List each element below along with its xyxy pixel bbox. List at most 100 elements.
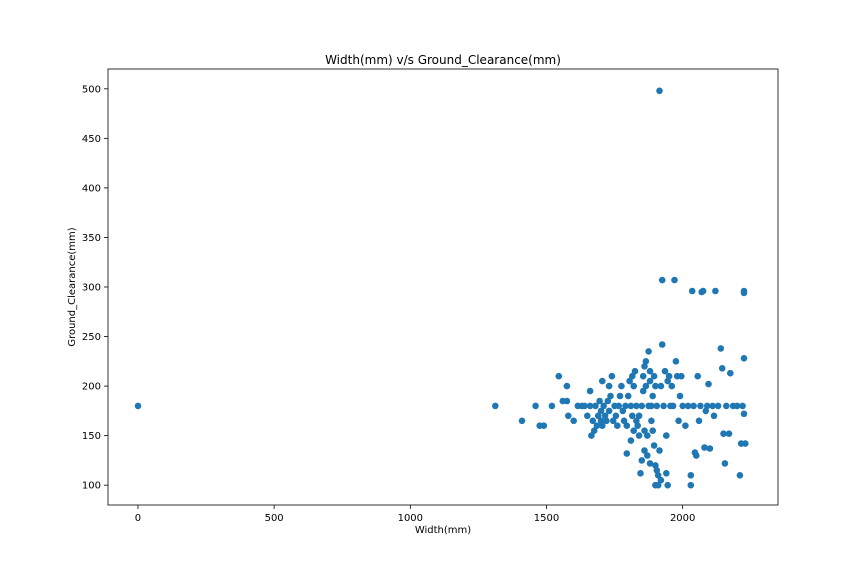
data-point bbox=[593, 422, 601, 430]
data-point bbox=[555, 372, 563, 380]
data-point bbox=[656, 87, 663, 95]
data-point bbox=[678, 372, 685, 380]
data-point bbox=[687, 481, 695, 489]
data-point bbox=[688, 287, 696, 295]
data-point bbox=[654, 472, 662, 479]
data-point bbox=[641, 427, 648, 435]
y-tick-label: 150 bbox=[82, 431, 101, 442]
data-point bbox=[630, 382, 637, 390]
data-point bbox=[607, 392, 614, 400]
data-point bbox=[714, 402, 722, 410]
data-point bbox=[605, 407, 613, 415]
y-axis-label: Ground_Clearance(mm) bbox=[67, 227, 78, 346]
data-point bbox=[604, 397, 612, 405]
data-point bbox=[597, 407, 605, 415]
plot-frame bbox=[107, 68, 779, 506]
data-point bbox=[641, 363, 648, 370]
data-point bbox=[739, 402, 746, 410]
data-point bbox=[629, 372, 636, 380]
plot-area bbox=[107, 68, 779, 506]
data-point bbox=[646, 460, 654, 467]
data-point bbox=[664, 481, 671, 489]
data-point bbox=[653, 402, 661, 410]
data-point bbox=[668, 382, 676, 390]
data-point bbox=[687, 472, 695, 479]
data-point bbox=[637, 470, 644, 477]
data-point bbox=[663, 432, 670, 439]
data-point bbox=[649, 427, 656, 435]
data-point bbox=[642, 382, 650, 390]
data-point bbox=[656, 447, 663, 454]
data-point bbox=[639, 387, 647, 395]
x-tick-label: 1000 bbox=[398, 513, 423, 524]
data-point bbox=[675, 417, 682, 425]
data-point bbox=[706, 445, 714, 452]
data-point bbox=[721, 460, 729, 467]
data-point bbox=[740, 355, 748, 362]
data-point bbox=[623, 450, 631, 457]
data-point bbox=[684, 402, 692, 410]
data-point bbox=[723, 402, 730, 410]
data-point bbox=[588, 432, 595, 439]
data-point bbox=[603, 417, 610, 425]
y-tick-label: 250 bbox=[82, 332, 101, 343]
data-point bbox=[635, 412, 643, 420]
data-point bbox=[596, 397, 603, 405]
data-point bbox=[652, 382, 659, 390]
data-point bbox=[634, 422, 641, 430]
data-point bbox=[563, 397, 571, 405]
data-point bbox=[690, 402, 697, 410]
data-point bbox=[657, 382, 665, 390]
chart-title: Width(mm) v/s Ground_Clearance(mm) bbox=[325, 53, 561, 67]
data-point bbox=[702, 407, 710, 415]
data-point bbox=[653, 467, 661, 474]
data-point bbox=[592, 402, 599, 410]
data-point bbox=[642, 358, 650, 365]
data-point bbox=[590, 427, 598, 435]
data-point bbox=[624, 392, 632, 400]
data-point bbox=[605, 382, 613, 390]
data-point bbox=[612, 412, 620, 420]
data-point bbox=[627, 437, 635, 444]
data-point bbox=[654, 481, 662, 489]
data-point bbox=[601, 412, 609, 420]
data-point bbox=[648, 402, 655, 410]
data-point bbox=[586, 387, 594, 395]
data-point bbox=[657, 476, 665, 484]
data-point bbox=[663, 470, 670, 477]
data-point bbox=[570, 417, 577, 425]
data-point bbox=[703, 402, 711, 410]
data-point bbox=[639, 372, 647, 380]
data-point bbox=[649, 392, 656, 400]
data-point bbox=[650, 372, 658, 380]
data-point bbox=[586, 402, 594, 410]
x-tick-label: 1500 bbox=[534, 513, 559, 524]
data-point bbox=[712, 287, 719, 295]
data-point bbox=[682, 422, 689, 430]
data-point bbox=[619, 407, 627, 415]
y-tick-label: 100 bbox=[82, 481, 101, 492]
data-point bbox=[638, 402, 646, 410]
data-point bbox=[594, 412, 602, 420]
data-point bbox=[650, 442, 658, 449]
x-tick-label: 500 bbox=[265, 513, 284, 524]
data-point bbox=[618, 382, 625, 390]
data-point bbox=[134, 402, 142, 410]
data-point bbox=[563, 382, 571, 390]
data-point bbox=[710, 412, 718, 420]
data-point bbox=[623, 422, 631, 430]
data-point bbox=[532, 402, 539, 410]
data-point bbox=[633, 402, 640, 410]
data-point bbox=[705, 380, 712, 388]
data-point bbox=[697, 402, 704, 410]
data-point bbox=[638, 457, 646, 464]
data-point bbox=[645, 348, 652, 355]
data-point bbox=[626, 377, 633, 385]
data-point bbox=[629, 412, 636, 420]
data-point bbox=[565, 412, 572, 420]
y-tick-label: 200 bbox=[82, 382, 101, 393]
data-point bbox=[609, 417, 617, 425]
data-point bbox=[725, 430, 733, 438]
data-point bbox=[709, 402, 716, 410]
data-point bbox=[630, 427, 637, 435]
